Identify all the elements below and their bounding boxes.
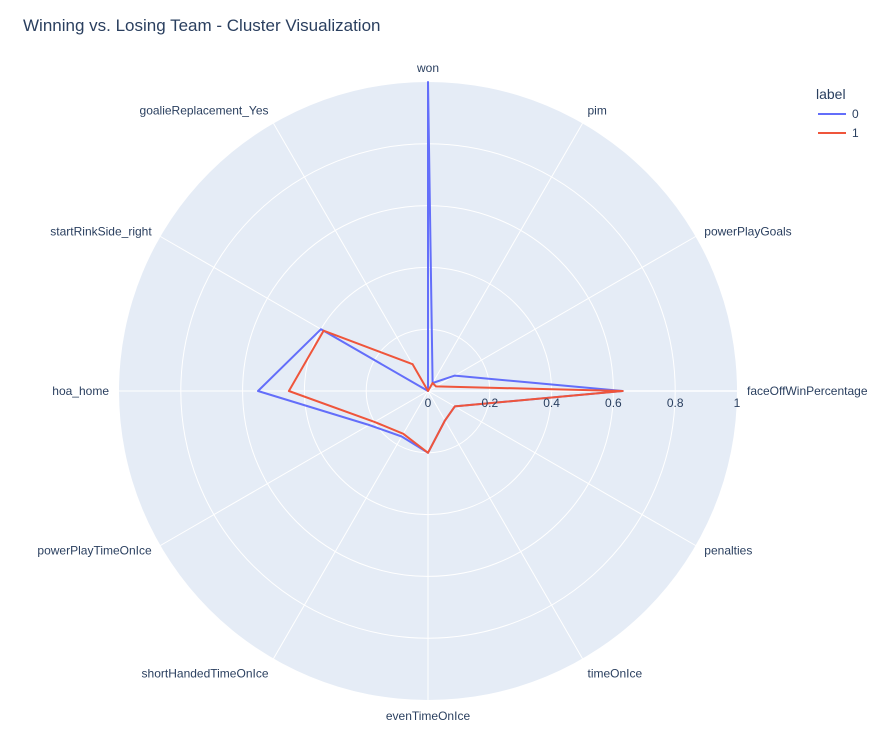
grid-spoke [427,236,696,392]
radial-tick-label: 0.8 [667,396,684,410]
angular-label: penalties [704,544,752,558]
radial-tick-label: 0 [425,396,432,410]
legend-title: label [816,86,846,102]
legend-label[interactable]: 0 [852,107,859,121]
radial-tick-label: 1 [734,396,741,410]
grid-spoke [427,123,583,392]
radial-tick-label: 0.6 [605,396,622,410]
angular-label: startRinkSide_right [50,225,152,239]
angular-label: hoa_home [52,384,109,398]
radial-ticks: 0 0.2 0.4 0.6 0.8 1 [425,396,741,410]
legend-label[interactable]: 1 [852,126,859,140]
series-layer [257,81,624,454]
angular-label: pim [588,104,607,118]
grid-spoke [273,123,429,392]
angular-label: shortHandedTimeOnIce [142,666,269,680]
chart-title: Winning vs. Losing Team - Cluster Visual… [23,16,380,35]
series-1-line [287,329,624,454]
legend: label 0 1 [816,86,859,140]
angular-label: goalieReplacement_Yes [140,104,269,118]
angular-labels: won pim powerPlayGoals faceOffWinPercentage… [37,61,867,723]
angular-label: powerPlayTimeOnIce [37,544,152,558]
grid-spoke [273,390,429,659]
radial-tick-label: 0.2 [481,396,498,410]
grid-spoke [427,390,583,659]
grid-spoke [427,390,696,546]
grid-spoke [160,390,429,546]
angular-label: powerPlayGoals [704,225,791,239]
angular-label: evenTimeOnIce [386,709,471,723]
radial-tick-label: 0.4 [543,396,560,410]
angular-label: timeOnIce [588,666,643,680]
angular-label: faceOffWinPercentage [747,384,868,398]
angular-label: won [416,61,439,75]
